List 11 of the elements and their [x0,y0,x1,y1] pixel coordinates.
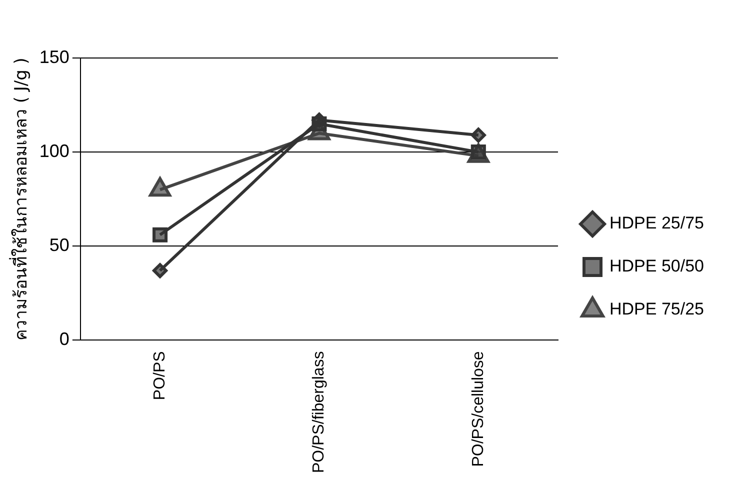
legend-label: HDPE 25/75 [610,214,704,233]
y-tick-label: 50 [49,235,70,256]
legend-label: HDPE 75/25 [610,300,704,319]
x-tick-label: PO/PS/cellulose [470,351,487,467]
y-tick-label: 150 [39,46,70,67]
legend-label: HDPE 50/50 [610,256,704,276]
x-tick-label: PO/PS/fiberglass [310,351,328,473]
x-tick-label: PO/PS [151,351,168,400]
y-axis-title: ความร้อนที่ใช้ในการหลอมเหลว ( J/g ) [8,58,32,341]
y-tick-label: 100 [39,141,70,162]
y-tick-label: 0 [59,329,70,350]
